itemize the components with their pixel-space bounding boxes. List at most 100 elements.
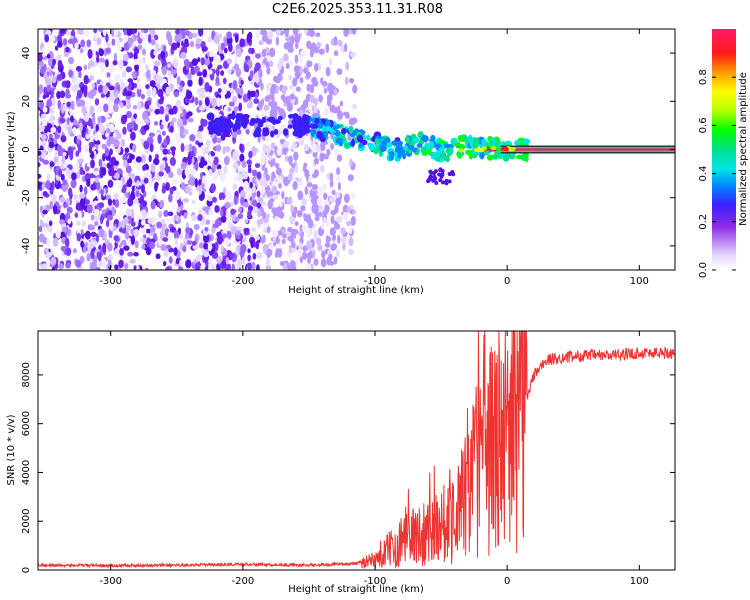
- signal-blob: [447, 179, 452, 184]
- noise-blob: [76, 99, 83, 108]
- noise-blob: [114, 90, 119, 99]
- noise-blob: [333, 35, 338, 46]
- noise-blob: [300, 205, 306, 212]
- noise-blob: [76, 233, 82, 242]
- noise-blob: [299, 66, 303, 76]
- noise-blob: [293, 65, 298, 73]
- x-tick-label: 100: [630, 576, 649, 587]
- signal-blob: [457, 148, 464, 153]
- noise-blob: [95, 233, 99, 243]
- noise-blob: [77, 158, 84, 164]
- noise-blob: [337, 234, 341, 244]
- snr-y-label: SNR (10 * v/v): [6, 414, 17, 485]
- noise-blob: [97, 84, 104, 94]
- noise-blob: [147, 218, 153, 224]
- noise-blob: [287, 173, 293, 182]
- noise-blob: [204, 81, 210, 92]
- noise-blob: [180, 142, 185, 153]
- noise-blob: [182, 198, 190, 203]
- noise-blob: [140, 184, 145, 194]
- noise-blob: [198, 99, 203, 107]
- noise-blob: [162, 45, 167, 52]
- noise-blob: [221, 259, 226, 269]
- noise-blob: [289, 85, 293, 91]
- noise-blob: [172, 105, 178, 115]
- noise-blob: [209, 50, 214, 58]
- noise-blob: [311, 204, 318, 214]
- noise-blob: [251, 169, 258, 177]
- noise-blob: [131, 29, 138, 34]
- noise-blob: [216, 235, 223, 245]
- noise-blob: [232, 150, 239, 159]
- signal-blob: [240, 120, 247, 128]
- signal-blob: [393, 152, 398, 158]
- noise-blob: [107, 253, 113, 262]
- noise-blob: [323, 87, 328, 94]
- noise-blob: [225, 145, 231, 153]
- noise-blob: [133, 265, 138, 270]
- noise-blob: [271, 185, 278, 194]
- noise-blob: [229, 252, 236, 259]
- signal-blob: [440, 180, 445, 185]
- signal-blob: [378, 144, 384, 150]
- noise-blob: [215, 137, 223, 144]
- noise-blob: [290, 259, 294, 268]
- noise-blob: [38, 150, 42, 156]
- noise-blob: [163, 173, 169, 181]
- noise-blob: [93, 220, 99, 227]
- signal-blob: [465, 149, 472, 156]
- noise-blob: [137, 80, 142, 90]
- noise-blob: [276, 147, 283, 156]
- noise-blob: [275, 36, 280, 46]
- chart-title: C2E6.2025.353.11.31.R08: [271, 2, 444, 17]
- noise-blob: [81, 105, 87, 115]
- signal-blob: [227, 113, 234, 120]
- noise-blob: [169, 186, 174, 195]
- snr-marks: [38, 331, 675, 569]
- noise-blob: [76, 220, 81, 227]
- noise-blob: [57, 54, 62, 60]
- noise-blob: [341, 243, 346, 251]
- noise-blob: [185, 259, 192, 269]
- noise-blob: [252, 206, 259, 214]
- noise-blob: [94, 98, 100, 106]
- noise-blob: [311, 143, 318, 153]
- noise-blob: [333, 220, 339, 230]
- noise-blob: [99, 57, 105, 64]
- noise-blob: [125, 174, 130, 180]
- noise-blob: [166, 32, 172, 41]
- noise-blob: [258, 40, 264, 46]
- noise-blob: [56, 74, 63, 82]
- noise-blob: [52, 58, 57, 66]
- noise-blob: [351, 29, 357, 35]
- signal-blob: [438, 178, 443, 183]
- noise-blob: [255, 53, 261, 59]
- noise-blob: [279, 57, 285, 65]
- noise-blob: [215, 67, 220, 77]
- noise-blob: [42, 94, 47, 100]
- noise-blob: [65, 262, 71, 269]
- noise-blob: [114, 199, 120, 208]
- noise-blob: [223, 36, 228, 43]
- noise-blob: [80, 39, 86, 48]
- noise-blob: [136, 163, 141, 171]
- noise-blob: [105, 47, 111, 54]
- noise-blob: [301, 197, 307, 206]
- noise-blob: [236, 129, 242, 135]
- noise-blob: [128, 82, 133, 90]
- noise-blob: [292, 229, 299, 235]
- signal-blob: [440, 172, 445, 177]
- noise-blob: [203, 251, 210, 258]
- noise-blob: [185, 232, 189, 240]
- noise-blob: [222, 86, 227, 95]
- noise-blob: [256, 171, 262, 181]
- noise-blob: [207, 242, 212, 252]
- noise-blob: [176, 137, 181, 144]
- signal-blob: [298, 119, 304, 125]
- noise-blob: [185, 227, 191, 234]
- noise-blob: [68, 64, 74, 71]
- noise-blob: [105, 59, 109, 68]
- signal-blob: [224, 118, 232, 124]
